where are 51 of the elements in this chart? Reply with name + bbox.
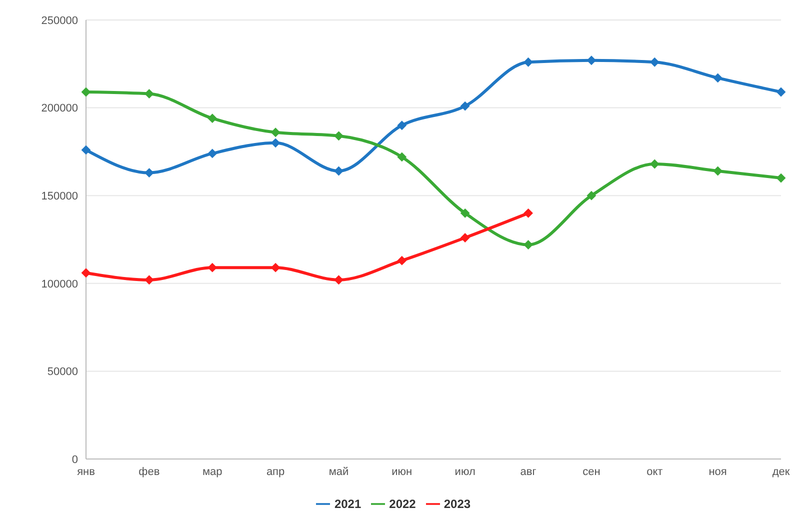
point [650, 58, 660, 67]
point [271, 128, 280, 137]
x-tick-label: сен [582, 466, 600, 478]
point [524, 58, 533, 67]
point [776, 87, 786, 96]
point [776, 174, 786, 183]
y-tick-label: 100000 [41, 278, 78, 290]
point [208, 148, 217, 158]
point [271, 138, 280, 148]
y-tick-label: 50000 [47, 366, 78, 378]
point [650, 159, 660, 168]
x-tick-label: ноя [708, 466, 727, 478]
y-tick-label: 200000 [41, 102, 78, 115]
point [334, 275, 344, 284]
point [460, 208, 470, 218]
point [460, 233, 470, 242]
x-tick-label: июл [454, 466, 476, 478]
x-tick-label: дек [772, 466, 790, 478]
y-tick-label: 250000 [41, 14, 78, 27]
point [82, 145, 90, 154]
y-tick-label: 150000 [41, 190, 78, 203]
point [144, 168, 154, 178]
point [397, 256, 406, 266]
point [397, 120, 406, 130]
legend-label: 2023 [444, 497, 471, 511]
x-tick-label: апр [266, 466, 285, 478]
x-tick-label: июн [392, 466, 412, 478]
point [208, 114, 217, 123]
x-tick-label: мар [202, 466, 222, 478]
legend-label: 2021 [334, 497, 362, 511]
point [144, 89, 154, 98]
x-tick-label: окт [646, 466, 663, 478]
point [524, 208, 533, 218]
point [713, 73, 722, 82]
y-tick-label: 0 [72, 454, 78, 466]
x-tick-label: авг [520, 466, 536, 478]
legend-label: 2022 [389, 497, 416, 511]
point [524, 240, 533, 250]
point [334, 131, 344, 140]
point [82, 87, 90, 96]
point [713, 166, 722, 176]
point [586, 191, 596, 200]
point [82, 268, 90, 278]
point [397, 152, 406, 162]
point [208, 263, 217, 272]
x-tick-label: янв [77, 466, 96, 478]
point [334, 166, 344, 176]
x-tick-label: фев [138, 466, 160, 478]
point [144, 275, 154, 284]
point [460, 102, 470, 111]
x-tick-label: май [328, 466, 349, 478]
